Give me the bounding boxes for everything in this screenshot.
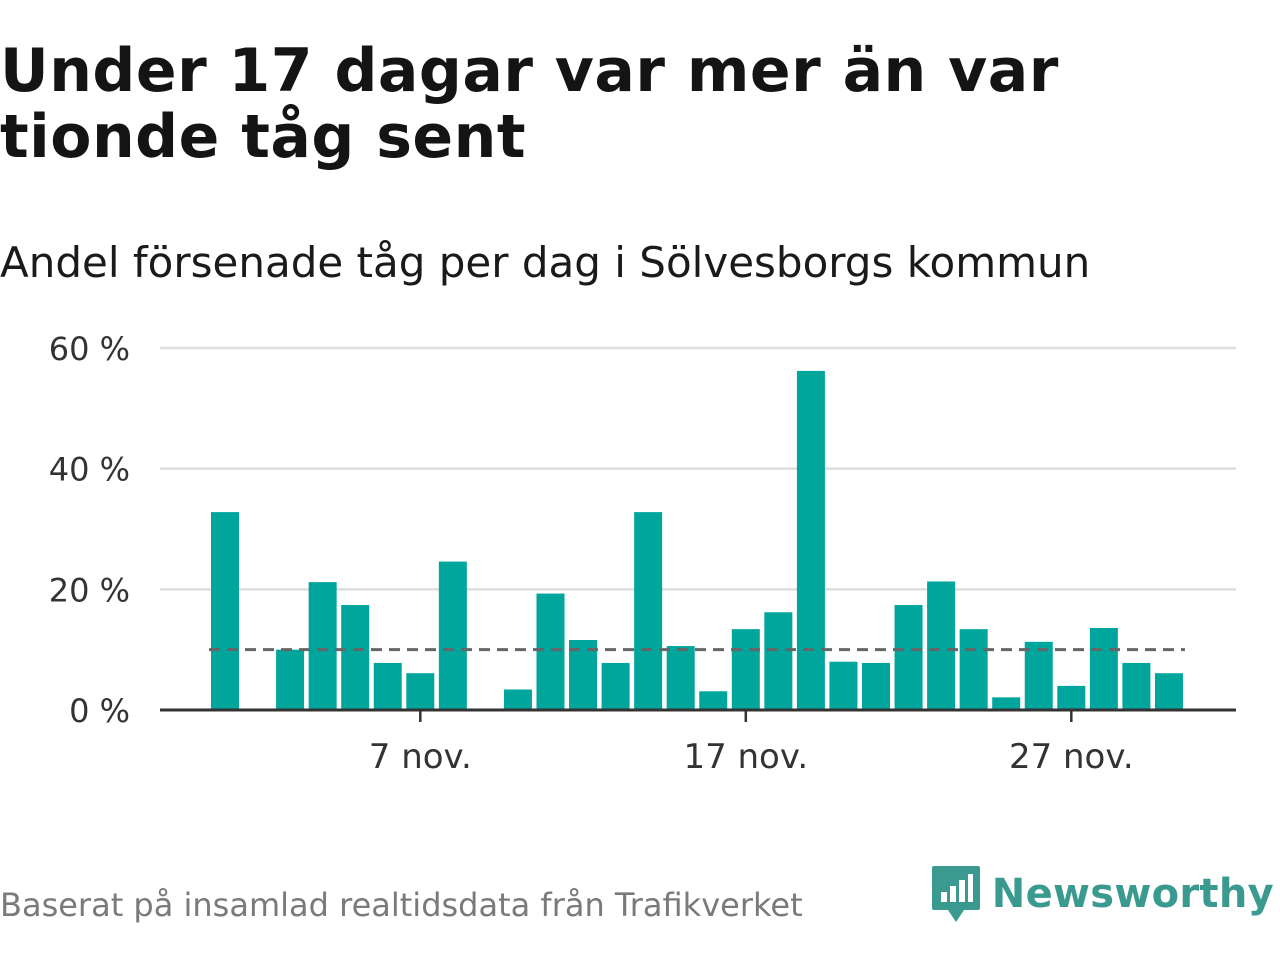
gridlines xyxy=(160,346,1236,591)
bar: 6 nov.: 7.8 % xyxy=(373,662,402,710)
bar: 1 nov.: 32.8 % xyxy=(211,512,239,710)
bar: 24 nov.: 13.4 % xyxy=(959,629,988,710)
bar: 11 nov.: 19.3 % xyxy=(536,593,565,710)
x-tick-label: 7 nov. xyxy=(369,737,472,777)
bar: 22 nov.: 17.4 % xyxy=(894,605,923,710)
bar: 27 nov.: 4 % xyxy=(1057,685,1086,710)
source-note: Baserat på insamlad realtidsdata från Tr… xyxy=(0,886,803,924)
brand-name: Newsworthy xyxy=(991,871,1274,917)
brand-logo: Newsworthy xyxy=(930,862,1274,926)
y-tick-label: 20 % xyxy=(49,571,130,609)
bar: 30 nov.: 6.1 % xyxy=(1154,673,1183,710)
bar: 23 nov.: 21.3 % xyxy=(927,581,956,710)
chart-title: Under 17 dagar var mer än var tionde tåg… xyxy=(0,36,1059,172)
bar: 7 nov.: 6.1 % xyxy=(406,673,435,710)
x-tick-label: 27 nov. xyxy=(1009,737,1134,777)
bar: 10 nov.: 3.4 % xyxy=(503,689,532,710)
x-tick-label: 17 nov. xyxy=(683,737,808,777)
y-tick-label: 40 % xyxy=(49,451,130,489)
bar: 17 nov.: 13.4 % xyxy=(731,629,760,710)
bar: 5 nov.: 17.4 % xyxy=(341,605,370,710)
bar: 26 nov.: 11.3 % xyxy=(1024,641,1053,710)
bar: 16 nov.: 3.1 % xyxy=(699,691,728,710)
bar: 8 nov.: 24.6 % xyxy=(438,561,467,710)
bar-chart: 0 % 20 % 40 % 60 % 1 nov.: 32.8 % 3 nov.: 10… xyxy=(49,330,1236,777)
bar: 3 nov.: 10 % xyxy=(276,649,305,710)
bar: 13 nov.: 7.8 % xyxy=(601,662,630,710)
bar: 20 nov.: 8 % xyxy=(829,661,858,710)
bar: 14 nov.: 32.8 % xyxy=(634,512,663,710)
bars: 1 nov.: 32.8 % 3 nov.: 10 %4 nov.: 21.2 %… xyxy=(211,370,1183,710)
y-axis-ticks: 0 % 20 % 40 % 60 % xyxy=(49,330,130,730)
y-tick-label: 0 % xyxy=(69,692,130,730)
bar: 29 nov.: 7.8 % xyxy=(1122,662,1151,710)
x-axis: 7 nov. 17 nov. 27 nov. xyxy=(160,708,1236,777)
bar: 25 nov.: 2.1 % xyxy=(992,697,1021,710)
bar: 19 nov.: 56.2 % xyxy=(796,370,825,710)
chart-subtitle: Andel försenade tåg per dag i Sölvesborg… xyxy=(0,238,1091,287)
bar: 21 nov.: 7.8 % xyxy=(862,662,890,710)
newsworthy-icon xyxy=(931,866,980,922)
y-tick-label: 60 % xyxy=(49,330,130,368)
bar: 28 nov.: 13.6 % xyxy=(1089,627,1118,710)
bar: 15 nov.: 10.6 % xyxy=(666,646,695,710)
bar: 12 nov.: 11.6 % xyxy=(569,640,598,710)
bar: 18 nov.: 16.2 % xyxy=(764,612,793,710)
bar: 4 nov.: 21.2 % xyxy=(308,582,337,710)
